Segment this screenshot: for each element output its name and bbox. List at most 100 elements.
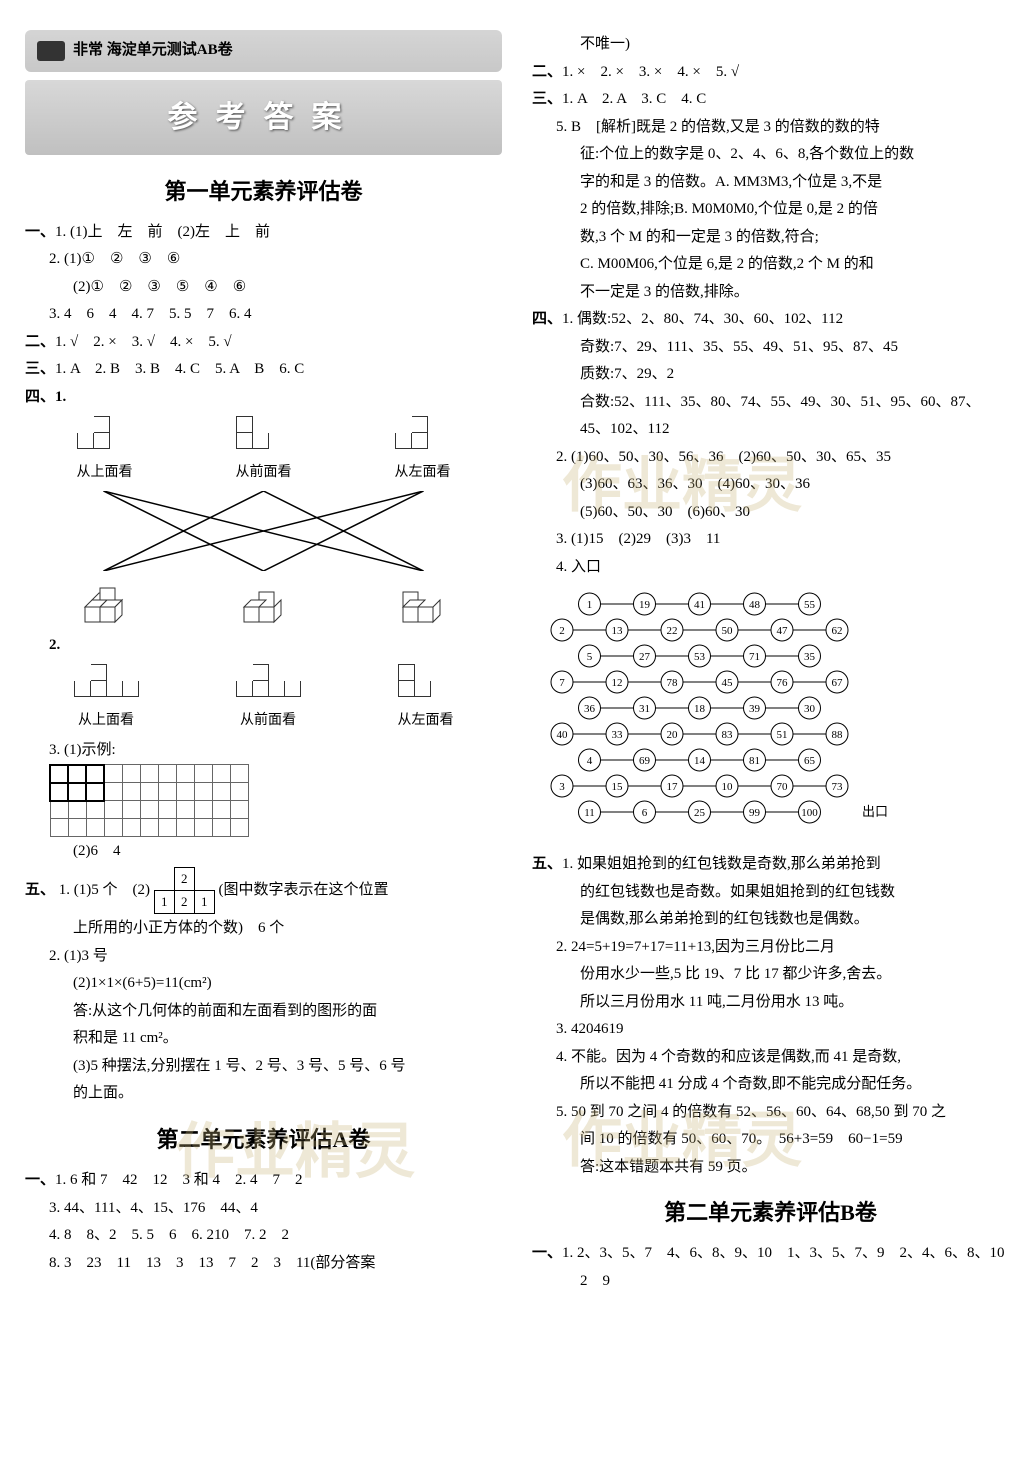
u1-s5-q2f: 的上面。 (25, 1081, 502, 1107)
svg-text:12: 12 (612, 677, 623, 689)
logo-icon (37, 41, 65, 61)
u1-s4-q2-label: 2. (25, 633, 502, 659)
svg-text:17: 17 (667, 781, 679, 793)
u2a-s4-q2c: (5)60、50、30 (6)60、30 (532, 500, 1009, 526)
cube-icon (234, 577, 294, 627)
svg-text:27: 27 (639, 651, 651, 663)
u1-s1-q2a: 2. (1)① ② ③ ⑥ (25, 247, 502, 273)
svg-text:55: 55 (804, 599, 816, 611)
cube-count-box: 2 121 (154, 867, 215, 914)
u2a-s3-q5e: 数,3 个 M 的和一定是 3 的倍数,符合; (532, 225, 1009, 251)
u2a-s4-q1d: 合数:52、111、35、80、74、55、49、30、51、95、60、87、 (532, 390, 1009, 416)
u1-s4-fig2: 从上面看 从前面看 从左面看 (25, 664, 502, 732)
u2a-s3: 三、1. A 2. A 3. C 4. C (532, 87, 1009, 113)
u1-s1-q3: 3. 4 6 4 4. 7 5. 5 7 6. 4 (25, 302, 502, 328)
u2a-s1-q4: 4. 8 8、2 5. 5 6 6. 210 7. 2 2 (25, 1223, 502, 1249)
u2a-s1-q1: 一、1. 6 和 7 42 12 3 和 4 2. 4 7 2 (25, 1168, 502, 1194)
svg-text:14: 14 (694, 755, 706, 767)
u2a-s3-q5d: 2 的倍数,排除;B. M0M0M0,个位是 0,是 2 的倍 (532, 197, 1009, 223)
u2a-s5-q1a: 五、1. 如果姐姐抢到的红包钱数是奇数,那么弟弟抢到 (532, 852, 1009, 878)
u2a-s4-q1e: 45、102、112 (532, 417, 1009, 443)
svg-text:65: 65 (804, 755, 816, 767)
svg-text:1: 1 (587, 599, 593, 611)
svg-text:100: 100 (801, 807, 818, 819)
u1-s5-q2a: 2. (1)3 号 (25, 944, 502, 970)
svg-text:18: 18 (694, 703, 706, 715)
svg-text:4: 4 (587, 755, 593, 767)
unit2b-title: 第二单元素养评估B卷 (532, 1194, 1009, 1231)
u2a-s5-q4a: 4. 不能。因为 4 个奇数的和应该是偶数,而 41 是奇数, (532, 1045, 1009, 1071)
prime-maze-diagram: 1194148552132250476252753713571278457667… (532, 586, 1009, 846)
svg-text:7: 7 (559, 677, 565, 689)
svg-text:39: 39 (749, 703, 761, 715)
u1-s5-q2e: (3)5 种摆法,分别摆在 1 号、2 号、3 号、5 号、6 号 (25, 1054, 502, 1080)
svg-text:19: 19 (639, 599, 651, 611)
svg-text:81: 81 (749, 755, 760, 767)
u1-s2: 二、1. √ 2. × 3. √ 4. × 5. √ (25, 330, 502, 356)
u1-s1-q2b: (2)① ② ③ ⑤ ④ ⑥ (25, 275, 502, 301)
svg-text:99: 99 (749, 807, 761, 819)
badge-text: 非常 海淀单元测试AB卷 (73, 38, 233, 64)
u1-s5-q2b: (2)1×1×(6+5)=11(cm²) (25, 971, 502, 997)
u2a-s2: 二、1. × 2. × 3. × 4. × 5. √ (532, 60, 1009, 86)
u1-s1-q1: 一、1. (1)上 左 前 (2)左 上 前 (25, 220, 502, 246)
u2a-s3-q5a: 5. B [解析]既是 2 的倍数,又是 3 的倍数的数的特 (532, 115, 1009, 141)
svg-text:48: 48 (749, 599, 761, 611)
u2a-s5-q5b: 间 10 的倍数有 50、60、70。 56+3=59 60−1=59 (532, 1127, 1009, 1153)
u2a-s4-q2a: 2. (1)60、50、30、56、36 (2)60、50、30、65、35 (532, 445, 1009, 471)
example-grid (49, 764, 249, 838)
svg-text:53: 53 (694, 651, 706, 663)
u2a-s1-q8: 8. 3 23 11 13 3 13 7 2 3 11(部分答案 (25, 1251, 502, 1277)
u2b-s1-q1b: 2 9 (532, 1269, 1009, 1295)
svg-text:78: 78 (667, 677, 679, 689)
svg-text:50: 50 (722, 625, 734, 637)
u1-s4-cubes (25, 577, 502, 627)
svg-text:71: 71 (749, 651, 760, 663)
svg-text:40: 40 (557, 729, 569, 741)
svg-text:2: 2 (559, 625, 565, 637)
u2a-s4-q2b: (3)60、63、36、30 (4)60、30、36 (532, 472, 1009, 498)
u2a-s4-q1c: 质数:7、29、2 (532, 362, 1009, 388)
svg-text:3: 3 (559, 781, 565, 793)
svg-text:88: 88 (832, 729, 844, 741)
u2a-s5-q2b: 份用水少一些,5 比 19、7 比 17 都少许多,舍去。 (532, 962, 1009, 988)
u1-s4-label: 四、1. (25, 385, 502, 411)
svg-text:45: 45 (722, 677, 734, 689)
svg-text:30: 30 (804, 703, 816, 715)
svg-text:35: 35 (804, 651, 816, 663)
svg-text:15: 15 (612, 781, 624, 793)
page-title: 参考答案 (25, 80, 502, 155)
svg-text:51: 51 (777, 729, 788, 741)
u2a-s5-q2c: 所以三月份用水 11 吨,二月份用水 13 吨。 (532, 990, 1009, 1016)
u2a-s1-q8b: 不唯一) (532, 32, 1009, 58)
svg-text:36: 36 (584, 703, 596, 715)
svg-text:83: 83 (722, 729, 734, 741)
svg-text:13: 13 (612, 625, 624, 637)
svg-text:31: 31 (639, 703, 650, 715)
u2a-s4-q1a: 四、1. 偶数:52、2、80、74、30、60、102、112 (532, 307, 1009, 333)
u2a-s5-q1c: 是偶数,那么弟弟抢到的红包钱数也是偶数。 (532, 907, 1009, 933)
unit2a-title: 第二单元素养评估A卷 (25, 1121, 502, 1158)
u1-s4-q3a: 3. (1)示例: (25, 738, 502, 837)
svg-text:20: 20 (667, 729, 679, 741)
svg-text:6: 6 (642, 807, 648, 819)
svg-text:69: 69 (639, 755, 651, 767)
svg-text:41: 41 (694, 599, 705, 611)
u2a-s3-q5f: C. M00M06,个位是 6,是 2 的倍数,2 个 M 的和 (532, 252, 1009, 278)
u2a-s5-q5c: 答:这本错题本共有 59 页。 (532, 1155, 1009, 1181)
u2a-s1-q3: 3. 44、111、4、15、176 44、4 (25, 1196, 502, 1222)
u2a-s3-q5c: 字的和是 3 的倍数。A. MM3M3,个位是 3,不是 (532, 170, 1009, 196)
svg-text:出口: 出口 (862, 804, 888, 819)
svg-text:73: 73 (832, 781, 844, 793)
u2a-s4-q4: 4. 入口 (532, 555, 1009, 581)
unit1-title: 第一单元素养评估卷 (25, 173, 502, 210)
u2a-s5-q5a: 5. 50 到 70 之间 4 的倍数有 52、56、60、64、68,50 到… (532, 1100, 1009, 1126)
svg-text:11: 11 (584, 807, 595, 819)
svg-text:33: 33 (612, 729, 624, 741)
u2a-s5-q3: 3. 4204619 (532, 1017, 1009, 1043)
svg-text:22: 22 (667, 625, 678, 637)
header-badge: 非常 海淀单元测试AB卷 (25, 30, 502, 72)
u2a-s5-q2a: 2. 24=5+19=7+17=11+13,因为三月份比二月 (532, 935, 1009, 961)
u1-s3: 三、1. A 2. B 3. B 4. C 5. A B 6. C (25, 357, 502, 383)
u1-s4-q3b: (2)6 4 (25, 839, 502, 865)
